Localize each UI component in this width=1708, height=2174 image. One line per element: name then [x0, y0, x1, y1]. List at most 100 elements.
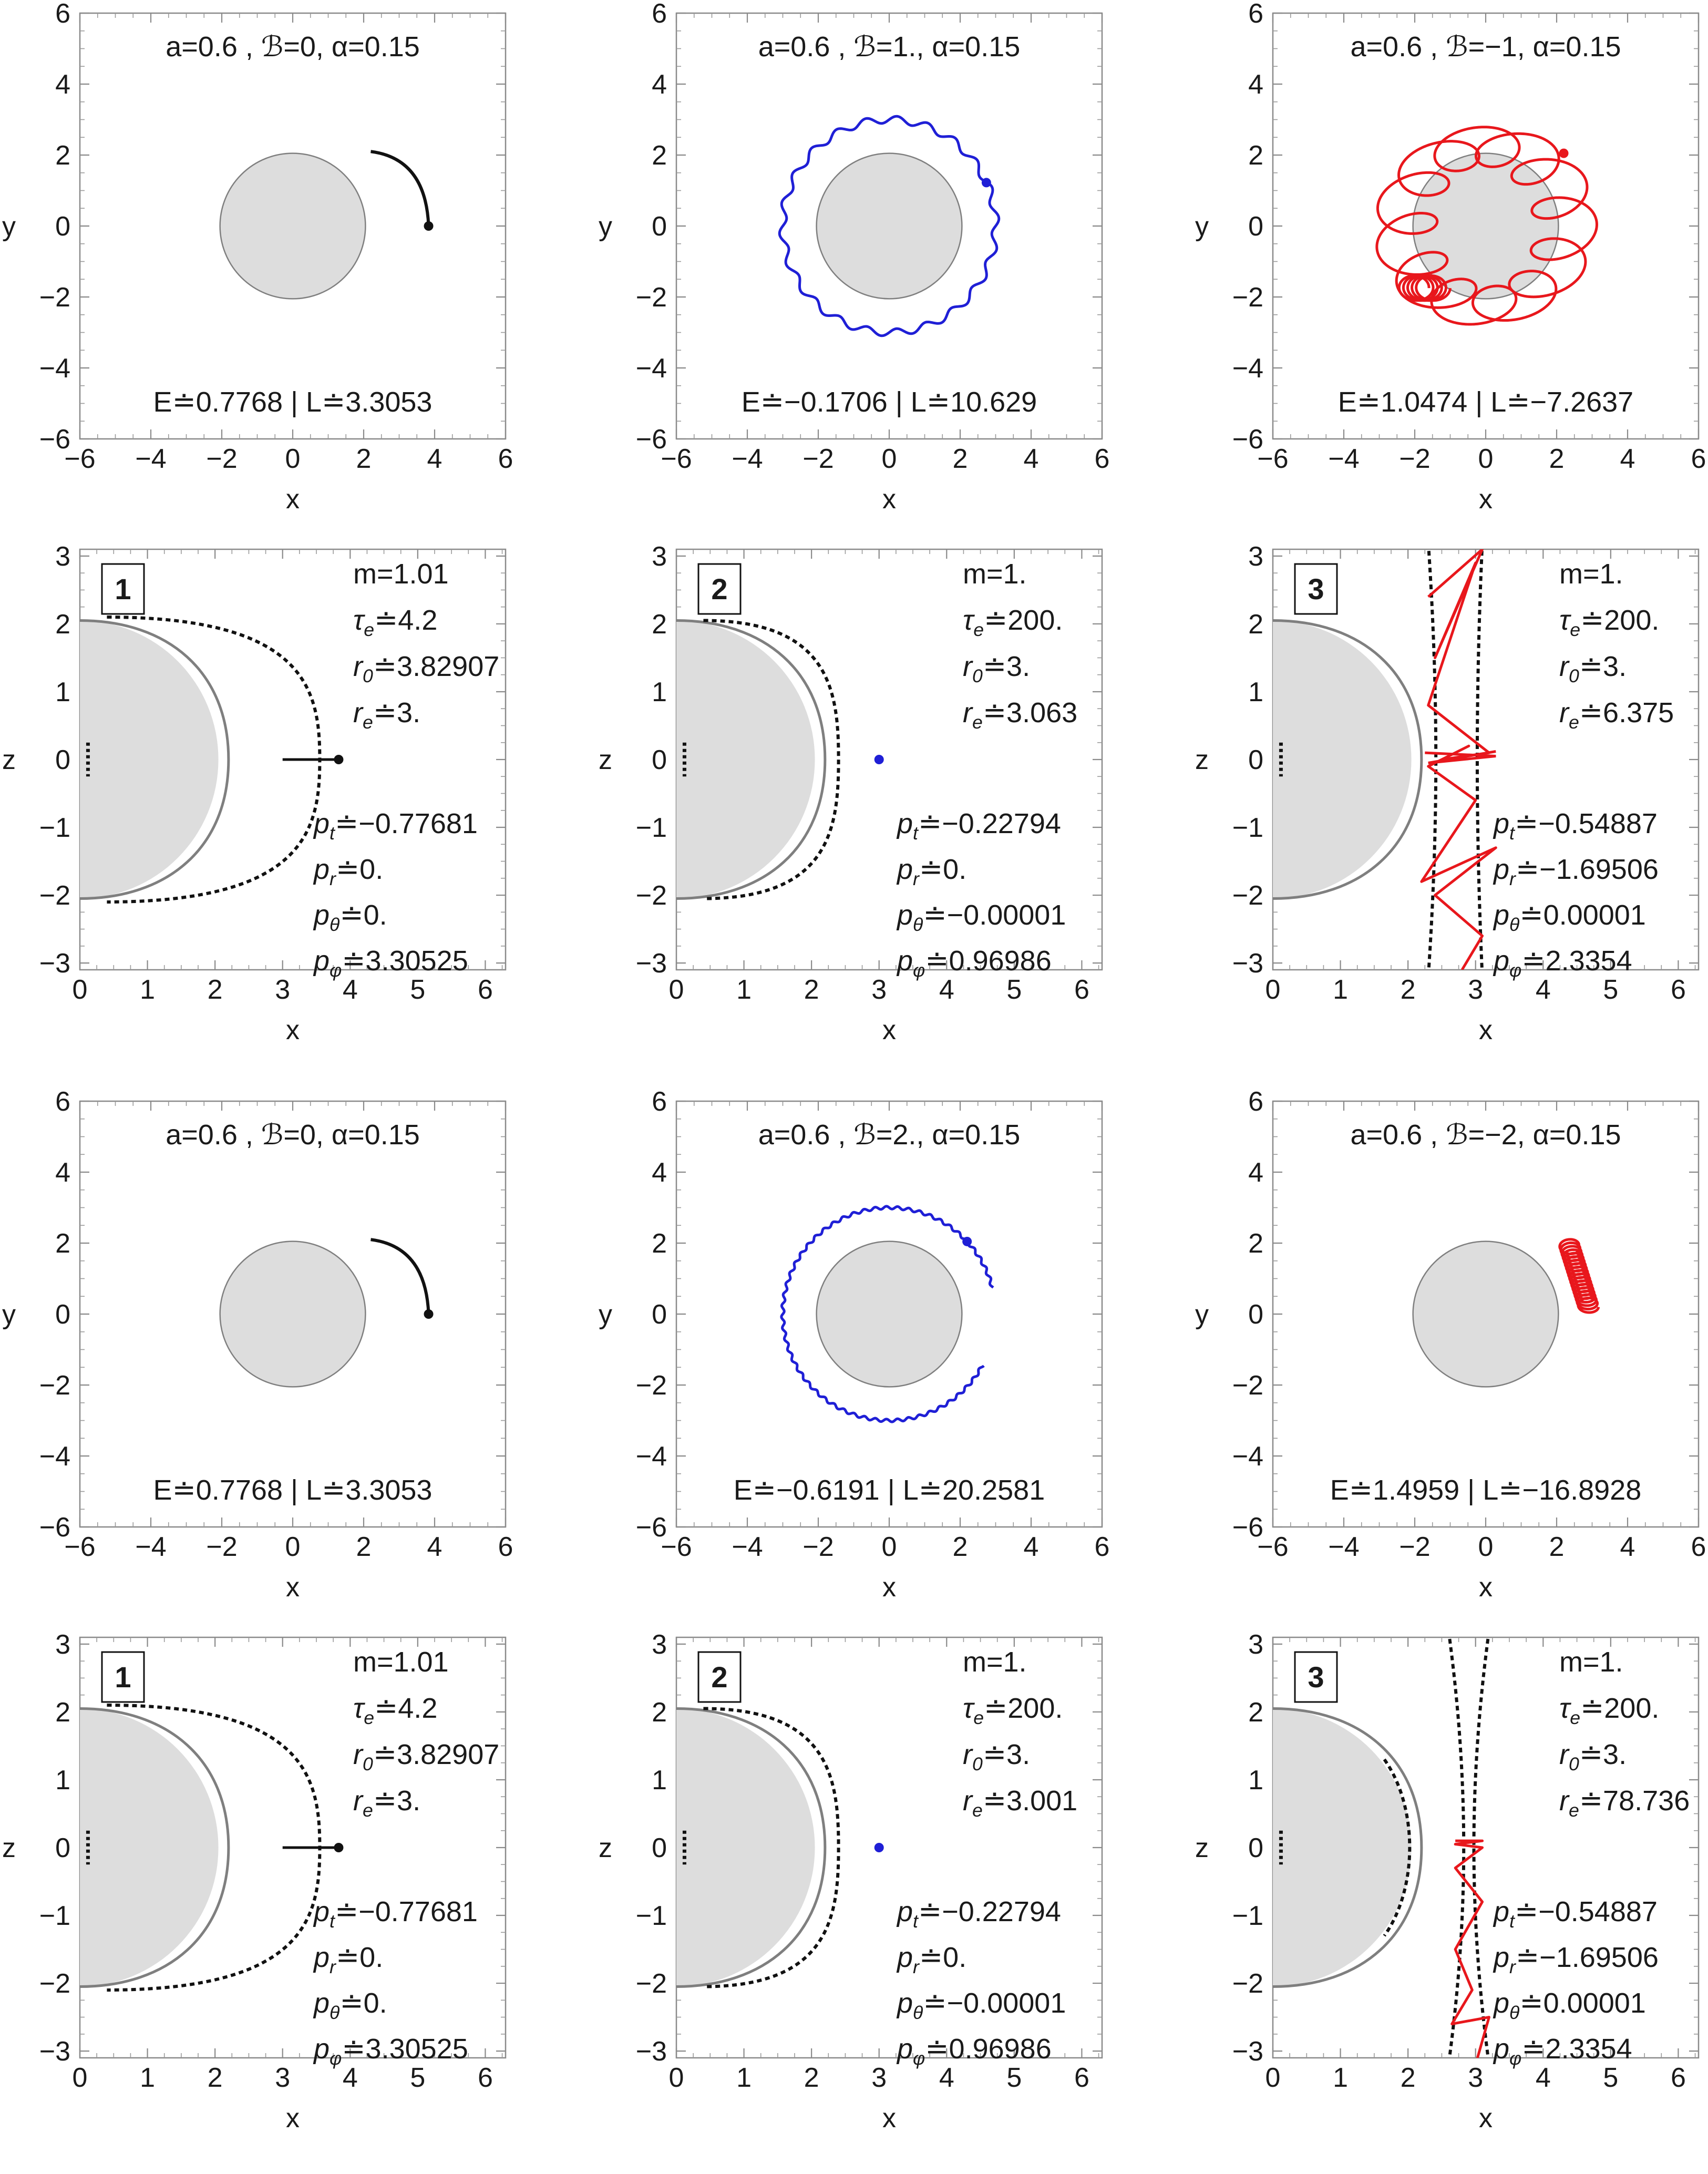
y-tick-label: 4	[652, 1157, 667, 1188]
plot-area	[80, 616, 344, 904]
x-tick-label: 5	[410, 2063, 425, 2093]
momentum-label: pφ≐3.30525	[313, 945, 468, 981]
y-tick-label: −2	[39, 1968, 70, 1999]
horizon-region	[1273, 620, 1412, 899]
x-tick-label: 4	[427, 1532, 443, 1562]
x-tick-label: 1	[140, 975, 155, 1005]
y-tick-label: −3	[39, 948, 70, 979]
y-tick-label: 2	[1248, 609, 1263, 640]
x-tick-label: 5	[1603, 2063, 1618, 2093]
momentum-label: pθ≐0.00001	[1493, 899, 1646, 935]
x-axis-label: x	[1479, 484, 1493, 515]
x-tick-label: 0	[1265, 975, 1281, 1005]
momentum-label: pt≐−0.22794	[896, 808, 1061, 844]
x-tick-label: 2	[953, 444, 968, 474]
y-axis-label: z	[1195, 1833, 1209, 1863]
parameter-label: τe≐200.	[963, 1693, 1063, 1728]
x-axis-label: x	[286, 2103, 300, 2134]
x-tick-label: −2	[802, 444, 834, 474]
y-tick-label: −6	[39, 1512, 70, 1543]
y-tick-label: 0	[1248, 1833, 1263, 1863]
momentum-label: pt≐−0.22794	[896, 1896, 1061, 1932]
x-tick-label: −4	[1328, 1532, 1359, 1562]
parameter-label: re≐78.736	[1559, 1785, 1690, 1821]
x-tick-label: 0	[285, 1532, 301, 1562]
y-tick-label: 2	[55, 140, 70, 171]
y-tick-label: 1	[55, 677, 70, 707]
y-tick-label: −1	[1232, 813, 1263, 843]
parameter-label: re≐6.375	[1559, 697, 1674, 733]
y-tick-label: −4	[1232, 1441, 1263, 1472]
trajectory-line	[371, 150, 430, 227]
y-tick-label: 2	[652, 609, 667, 640]
x-tick-label: 6	[1691, 1532, 1706, 1562]
y-tick-label: −3	[39, 2036, 70, 2067]
parameter-label: r0≐3.	[1559, 651, 1627, 686]
allowed-region-boundary	[1472, 1637, 1490, 2058]
y-tick-label: 1	[652, 1765, 667, 1796]
x-tick-label: 4	[939, 975, 954, 1005]
panel-badge-box	[101, 1651, 145, 1703]
x-tick-label: 1	[736, 975, 752, 1005]
x-tick-label: 2	[1401, 975, 1416, 1005]
y-tick-label: 3	[652, 541, 667, 572]
x-tick-label: −2	[1399, 444, 1430, 474]
x-tick-label: 4	[1620, 1532, 1635, 1562]
momentum-label: pφ≐3.30525	[313, 2033, 468, 2069]
x-tick-label: 6	[1671, 975, 1686, 1005]
plot-area	[676, 1707, 884, 1988]
x-tick-label: 5	[1006, 975, 1022, 1005]
y-axis-label: y	[2, 211, 16, 242]
x-tick-label: −6	[1257, 1532, 1288, 1562]
trajectory-line	[371, 1238, 430, 1315]
y-tick-label: −2	[1232, 1370, 1263, 1401]
momentum-label: pφ≐2.3354	[1493, 945, 1632, 981]
momentum-label: pr≐−1.69506	[1493, 854, 1659, 889]
parameter-label: m=1.	[963, 1646, 1027, 1678]
y-axis-label: z	[2, 745, 16, 775]
x-tick-label: 2	[953, 1532, 968, 1562]
momentum-label: pθ≐0.	[313, 1987, 387, 2023]
momentum-label: pt≐−0.77681	[313, 1896, 478, 1932]
parameter-label: m=1.	[1559, 558, 1623, 590]
y-axis-label: y	[599, 1299, 612, 1330]
y-tick-label: 0	[1248, 745, 1263, 775]
horizon-disk	[219, 152, 366, 300]
x-axis-label: x	[286, 484, 300, 515]
y-tick-label: 0	[1248, 211, 1263, 242]
x-tick-label: 4	[1536, 2063, 1551, 2093]
y-tick-label: −1	[39, 813, 70, 843]
x-axis-label: x	[882, 484, 896, 515]
x-tick-label: 4	[343, 2063, 358, 2093]
panel-badge-box	[697, 563, 742, 615]
panel-badge: 2	[711, 572, 727, 606]
y-tick-label: 2	[55, 1697, 70, 1728]
horizon-boundary	[676, 1707, 827, 1988]
x-axis-label: x	[882, 1015, 896, 1045]
plot-area	[219, 150, 434, 300]
y-tick-label: 1	[55, 1765, 70, 1796]
panel-5: 0 1 2 3 4 5 6 −3 −2 −1 0 1 2 3 x z 2 m=1. τe≐200. r0≐3. re≐3…	[599, 541, 1103, 1045]
x-tick-label: 3	[275, 975, 290, 1005]
x-tick-label: 4	[939, 2063, 954, 2093]
energy-momentum-readout: E≐0.7768 | L≐3.3053	[153, 1474, 433, 1506]
panel-11: 0 1 2 3 4 5 6 −3 −2 −1 0 1 2 3 x z 2 m=1. τe≐200. r0≐3. re≐3…	[599, 1629, 1103, 2134]
y-tick-label: 4	[1248, 69, 1263, 100]
y-tick-label: 4	[55, 69, 70, 100]
x-tick-label: 0	[882, 1532, 897, 1562]
trajectory-line	[1420, 549, 1497, 970]
parameter-label: τe≐4.2	[353, 1693, 437, 1728]
y-tick-label: 0	[1248, 1299, 1263, 1330]
y-axis-label: y	[1195, 1299, 1209, 1330]
x-axis-label: x	[1479, 2103, 1493, 2134]
y-tick-label: −6	[1232, 424, 1263, 455]
y-tick-label: 2	[652, 1697, 667, 1728]
x-tick-label: 1	[1333, 2063, 1348, 2093]
y-tick-label: −2	[1232, 1968, 1263, 1999]
y-tick-label: 6	[55, 0, 70, 29]
horizon-boundary	[80, 1707, 230, 1988]
start-point	[981, 178, 991, 188]
panel-title: a=0.6 , ℬ=1., α=0.15	[758, 31, 1021, 63]
y-tick-label: 6	[55, 1086, 70, 1117]
y-tick-label: −4	[39, 1441, 70, 1472]
